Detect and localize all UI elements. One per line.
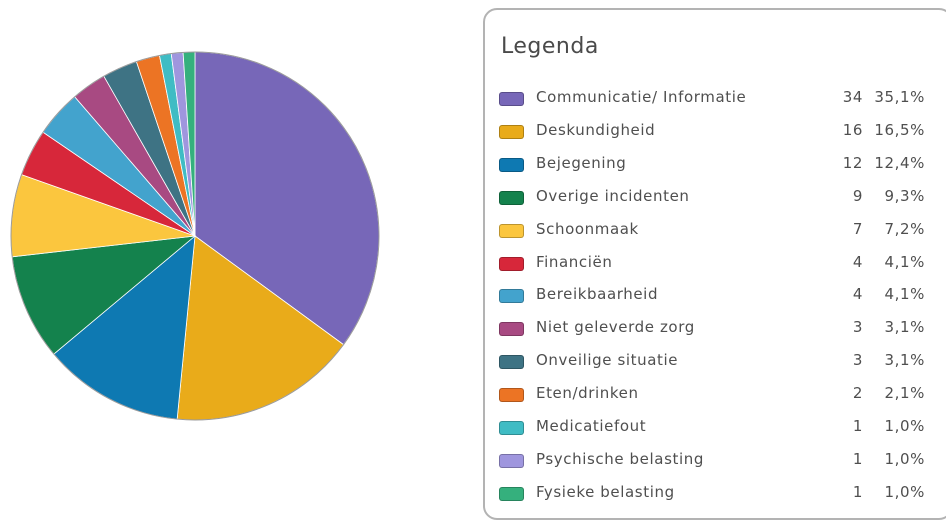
legend-label: Bereikbaarheid — [536, 285, 659, 304]
legend-swatch — [499, 322, 524, 337]
legend-label: Communicatie/ Informatie — [536, 88, 747, 106]
legend-item: Onveilige situatie 3 3,1% — [499, 351, 939, 373]
legend: Legenda Communicatie/ Informatie 34 35,1% D… — [483, 8, 946, 520]
legend-count: 9 — [852, 186, 863, 205]
legend-swatch — [499, 421, 524, 435]
legend-percent: 9,3% — [884, 186, 925, 205]
legend-percent: 16,5% — [874, 120, 925, 139]
legend-title: Legenda — [501, 34, 599, 59]
legend-item: Bejegening 12 12,4% — [499, 154, 939, 176]
legend-item: Schoonmaak 7 7,2% — [499, 220, 939, 242]
legend-label: Deskundigheid — [536, 120, 656, 139]
legend-count: 1 — [852, 482, 863, 501]
legend-count: 1 — [852, 417, 863, 435]
legend-percent: 1,0% — [884, 482, 925, 501]
legend-swatch — [499, 355, 524, 370]
legend-count: 4 — [852, 252, 863, 271]
legend-swatch — [499, 256, 524, 271]
legend-count: 3 — [852, 351, 863, 370]
legend-percent: 1,0% — [884, 449, 925, 468]
legend-item: Financiën 4 4,1% — [499, 253, 939, 275]
legend-item: Medicatiefout 1 1,0% — [499, 417, 939, 439]
legend-swatch — [499, 453, 524, 468]
legend-label: Overige incidenten — [536, 186, 690, 205]
legend-label: Eten/drinken — [536, 384, 639, 403]
legend-label: Fysieke belasting — [536, 482, 675, 501]
legend-percent: 1,0% — [884, 417, 925, 435]
legend-count: 1 — [852, 449, 863, 468]
legend-swatch — [499, 124, 524, 139]
legend-percent: 4,1% — [884, 252, 925, 271]
legend-item: Deskundigheid 16 16,5% — [499, 121, 939, 143]
legend-label: Schoonmaak — [536, 219, 639, 238]
legend-label: Niet geleverde zorg — [536, 318, 695, 337]
legend-swatch — [499, 190, 524, 205]
legend-count: 4 — [852, 285, 863, 304]
legend-item: Eten/drinken 2 2,1% — [499, 384, 939, 406]
legend-count: 3 — [852, 318, 863, 337]
legend-item: Psychische belasting 1 1,0% — [499, 450, 939, 472]
legend-swatch — [499, 223, 524, 238]
pie-outline — [10, 51, 380, 421]
legend-percent: 2,1% — [884, 384, 925, 403]
legend-percent: 3,1% — [884, 318, 925, 337]
legend-count: 12 — [842, 153, 863, 172]
legend-item: Overige incidenten 9 9,3% — [499, 187, 939, 209]
legend-swatch — [499, 92, 524, 106]
legend-swatch — [499, 157, 524, 172]
legend-label: Financiën — [536, 252, 613, 271]
legend-percent: 35,1% — [874, 88, 925, 106]
legend-count: 2 — [852, 384, 863, 403]
legend-label: Onveilige situatie — [536, 351, 679, 370]
legend-count: 16 — [842, 120, 863, 139]
legend-item: Bereikbaarheid 4 4,1% — [499, 285, 939, 307]
legend-swatch — [499, 289, 524, 304]
legend-swatch — [499, 388, 524, 403]
legend-label: Medicatiefout — [536, 417, 647, 435]
legend-label: Psychische belasting — [536, 449, 704, 468]
legend-percent: 12,4% — [874, 153, 925, 172]
pie-chart — [10, 51, 380, 421]
legend-item: Communicatie/ Informatie 34 35,1% — [499, 88, 939, 110]
legend-item: Niet geleverde zorg 3 3,1% — [499, 318, 939, 340]
legend-label: Bejegening — [536, 153, 627, 172]
legend-percent: 4,1% — [884, 285, 925, 304]
legend-swatch — [499, 486, 524, 501]
legend-count: 34 — [842, 88, 863, 106]
legend-item: Fysieke belasting 1 1,0% — [499, 483, 939, 505]
legend-percent: 3,1% — [884, 351, 925, 370]
legend-percent: 7,2% — [884, 219, 925, 238]
pie-chart-area — [0, 0, 400, 480]
legend-count: 7 — [852, 219, 863, 238]
